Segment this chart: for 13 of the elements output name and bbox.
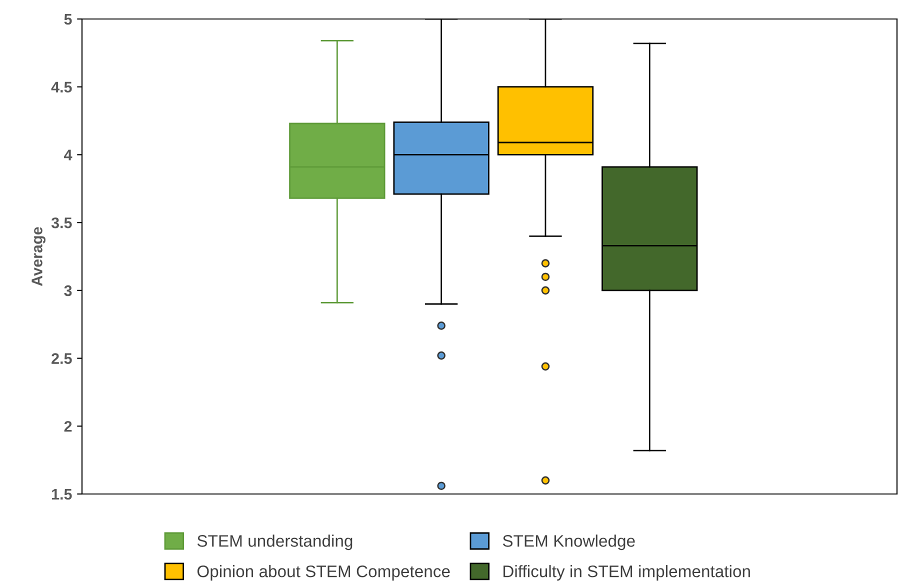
legend-label: STEM understanding	[197, 534, 352, 550]
y-axis-title: Average	[32, 227, 46, 286]
y-tick-label: 4.5	[51, 82, 72, 93]
legend-label: STEM Knowledge	[502, 534, 635, 550]
y-tick-label: 2.5	[52, 353, 72, 364]
y-tick-label: 4	[64, 150, 72, 160]
y-tick-label: 5	[64, 14, 72, 25]
legend-label: Opinion about STEM Competence	[197, 565, 450, 581]
y-tick-label: 3	[64, 285, 72, 296]
y-tick-label: 3.5	[51, 217, 72, 228]
legend-label: Difficulty in STEM implementation	[504, 565, 750, 581]
y-tick-label: 1.5	[52, 489, 72, 500]
y-tick-label: 2	[64, 421, 72, 432]
